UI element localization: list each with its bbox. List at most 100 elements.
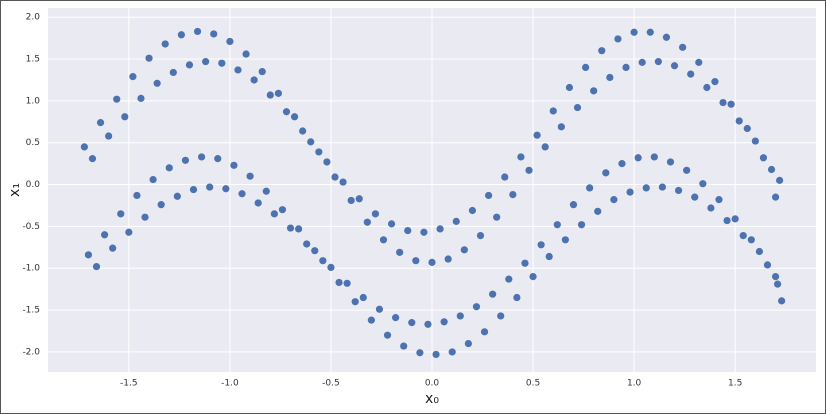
point xyxy=(412,257,420,265)
point xyxy=(173,192,181,200)
point xyxy=(630,28,638,36)
y-tick-label: 0.0 xyxy=(26,180,41,190)
point xyxy=(125,228,133,236)
point xyxy=(177,31,185,39)
point xyxy=(497,312,505,320)
point xyxy=(355,195,363,203)
point xyxy=(392,314,400,322)
point xyxy=(565,83,574,92)
point xyxy=(105,132,113,140)
point xyxy=(206,183,214,191)
point xyxy=(674,186,683,195)
y-axis-label: x₁ xyxy=(7,183,23,197)
point xyxy=(109,244,117,252)
point xyxy=(452,217,460,225)
point xyxy=(707,204,715,212)
point xyxy=(670,62,679,70)
point xyxy=(553,221,561,229)
point xyxy=(113,95,121,103)
x-tick-label: -1.5 xyxy=(120,379,138,389)
point xyxy=(767,165,776,174)
point xyxy=(610,196,618,204)
point xyxy=(88,155,97,163)
point xyxy=(295,225,303,233)
point xyxy=(602,169,610,177)
point xyxy=(525,166,533,174)
point xyxy=(460,246,468,254)
point xyxy=(699,180,707,188)
point xyxy=(363,218,371,226)
y-tick-label: -1.5 xyxy=(22,306,40,316)
point xyxy=(383,331,392,339)
y-tick-label: -2.0 xyxy=(22,347,40,357)
point xyxy=(614,35,622,43)
x-tick-label: 1.0 xyxy=(627,379,642,389)
y-tick-label: 0.5 xyxy=(26,138,40,148)
point xyxy=(751,137,759,145)
point xyxy=(96,119,105,127)
point xyxy=(157,201,165,209)
point xyxy=(598,47,606,55)
point xyxy=(282,108,291,116)
point xyxy=(222,185,230,193)
point xyxy=(343,279,351,287)
point xyxy=(464,339,472,348)
point xyxy=(444,255,452,263)
y-tick-label: 1.5 xyxy=(26,55,40,65)
point xyxy=(501,173,509,181)
point xyxy=(371,210,380,218)
point xyxy=(149,175,157,184)
point xyxy=(396,248,404,256)
point xyxy=(691,193,699,201)
point xyxy=(634,154,642,162)
point xyxy=(189,185,198,194)
point xyxy=(424,320,432,328)
point xyxy=(594,207,602,215)
point xyxy=(440,318,448,326)
point xyxy=(662,33,671,41)
point xyxy=(323,158,331,166)
point xyxy=(703,83,711,92)
point xyxy=(489,290,497,298)
point xyxy=(776,176,784,184)
point xyxy=(521,259,529,267)
point xyxy=(408,319,416,327)
point xyxy=(763,261,772,269)
point xyxy=(359,293,367,302)
point xyxy=(493,213,501,221)
point xyxy=(658,183,667,191)
y-tick-label: 1.0 xyxy=(26,96,41,106)
point xyxy=(743,124,751,133)
point xyxy=(311,247,319,255)
point xyxy=(141,213,149,221)
point xyxy=(274,89,282,97)
point xyxy=(319,257,327,265)
point xyxy=(181,156,190,164)
point xyxy=(379,236,388,244)
point xyxy=(238,190,246,198)
y-tick-label: -1.0 xyxy=(22,264,40,274)
point xyxy=(214,155,222,163)
point xyxy=(472,303,481,311)
point xyxy=(537,241,545,249)
point xyxy=(100,231,109,239)
x-tick-label: 0.0 xyxy=(425,379,440,389)
point xyxy=(335,278,343,287)
point xyxy=(242,50,250,58)
point xyxy=(299,127,307,135)
point xyxy=(654,57,662,66)
point xyxy=(432,350,440,359)
point xyxy=(582,63,590,72)
x-tick-label: 1.5 xyxy=(728,379,742,389)
point xyxy=(755,247,764,256)
point xyxy=(533,131,541,139)
point xyxy=(286,224,295,232)
point xyxy=(683,166,691,174)
point xyxy=(185,61,194,69)
point xyxy=(230,161,238,169)
point xyxy=(161,40,169,48)
point xyxy=(509,191,517,199)
point xyxy=(468,206,477,215)
point xyxy=(747,236,755,244)
point xyxy=(347,196,355,205)
